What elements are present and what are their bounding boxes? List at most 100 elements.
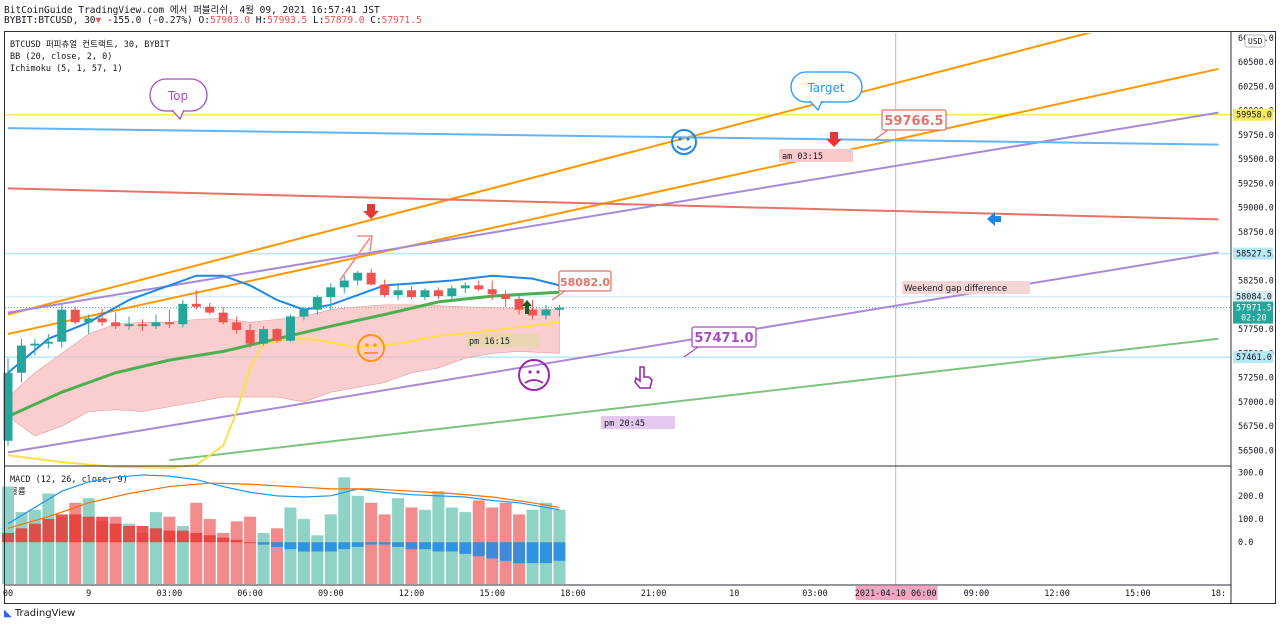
- macd-histogram-bar: [244, 542, 257, 544]
- weekend-gap-box: [902, 281, 1030, 294]
- macd-histogram-bar: [109, 523, 122, 543]
- candle-body: [138, 324, 147, 327]
- macd-histogram-bar: [123, 526, 136, 543]
- publish-header: BitCoinGuide TradingView.com 에서 퍼블리쉬, 4월…: [4, 5, 380, 16]
- macd-histogram-bar: [351, 542, 364, 547]
- macd-histogram-bar: [445, 542, 458, 552]
- candle-body: [339, 280, 349, 288]
- time-tick: 09:00: [318, 589, 344, 599]
- candle-body: [259, 329, 269, 344]
- macd-histogram-bar: [324, 542, 337, 552]
- signal-line: [7, 482, 560, 529]
- target-bubble-text: Target: [806, 81, 844, 95]
- macd-histogram-bar: [257, 542, 270, 545]
- macd-histogram-bar: [405, 542, 418, 550]
- candle-body: [178, 303, 188, 325]
- time-tick: 00: [3, 589, 13, 599]
- candle-body: [487, 289, 497, 295]
- price-tick: 60250.0: [1238, 82, 1274, 92]
- price-tick: 57750.0: [1238, 325, 1274, 335]
- candle-body: [218, 312, 228, 323]
- bb-upper-band: [7, 274, 560, 374]
- smiley-neutral-icon: [357, 334, 385, 362]
- candle-body: [299, 309, 309, 317]
- time-tick: 9: [86, 589, 91, 599]
- price-tag-58082-box: [558, 270, 612, 292]
- macd-histogram-bar: [149, 528, 162, 543]
- ohlc-header: BYBIT:BTCUSD, 30▼ -155.0 (-0.27%) O:5790…: [4, 15, 422, 26]
- candle-body: [97, 318, 107, 323]
- candle-body: [16, 345, 26, 373]
- volume-bar: [149, 512, 162, 584]
- volume-bar: [136, 532, 149, 584]
- candle-body: [232, 322, 242, 331]
- change-arrow: ▼: [95, 15, 102, 26]
- close-value: 57971.5: [381, 15, 422, 26]
- legend-line: BB (20, close, 2, 0): [10, 52, 112, 62]
- chart-frame: [4, 31, 1276, 604]
- macd-histogram-bar: [28, 523, 41, 543]
- macd-histogram-bar: [499, 542, 512, 561]
- target-bubble: [790, 71, 863, 103]
- time-tick: 18:00: [560, 589, 586, 599]
- volume-bar: [392, 498, 405, 584]
- macd-histogram-bar: [297, 542, 310, 552]
- macd-histogram-bar: [365, 542, 378, 545]
- macd-histogram-bar: [432, 542, 445, 552]
- blue-trend: [7, 127, 1219, 146]
- candle-body: [501, 294, 511, 299]
- macd-tick: 100.0: [1238, 515, 1264, 525]
- legend-line: BTCUSD 퍼피츄얼 컨트랙트, 30, BYBIT: [10, 39, 170, 50]
- price-label-box: [1233, 290, 1273, 303]
- target-bubble-tail: [809, 100, 823, 112]
- macd-histogram-bar: [459, 542, 472, 554]
- price-tick: 59750.0: [1238, 131, 1274, 141]
- smiley-happy-icon-eye: [678, 137, 682, 141]
- time-tick: 15:00: [479, 589, 505, 599]
- open-value: 57903.0: [209, 15, 251, 26]
- pointing-hand-icon: [634, 366, 653, 389]
- macd-histogram-bar: [230, 539, 243, 543]
- candle-body: [191, 303, 201, 307]
- smiley-dizzy-icon-mouth: [524, 379, 544, 384]
- down-arrow-icon: [826, 132, 842, 147]
- price-label-text: 58527.5: [1236, 250, 1272, 260]
- price-tick: 57000.0: [1238, 398, 1274, 408]
- candle-body: [326, 287, 336, 298]
- time-highlight-label: 2021-04-10 06:00: [855, 589, 937, 599]
- price-label-box: [1233, 301, 1273, 324]
- price-tag-59766-text: 59766.5: [884, 114, 943, 129]
- candle-body: [151, 322, 161, 327]
- currency-label: USD: [1248, 37, 1263, 46]
- tradingview-footer: ◣ TradingView: [4, 608, 75, 619]
- price-tag-57471-pointer: [683, 346, 699, 358]
- time-tick: 06:00: [237, 589, 263, 599]
- candle-body: [205, 306, 215, 313]
- volume-bar: [432, 491, 445, 584]
- smiley-neutral-icon-eye: [373, 343, 377, 347]
- volume-bar: [190, 502, 203, 584]
- price-tag-58082-text: 58082.0: [560, 276, 610, 289]
- price-tag-59766-box: [881, 109, 947, 131]
- time-tick: 03:00: [802, 589, 828, 599]
- candle-body: [43, 341, 53, 344]
- price-tick: 60500.0: [1238, 58, 1274, 68]
- price-label-box: [1233, 351, 1273, 364]
- candle-body: [57, 309, 67, 342]
- candle-body: [447, 288, 457, 297]
- macd-title: MACD (12, 26, close, 9): [10, 475, 128, 485]
- low-value: 57879.0: [324, 15, 365, 26]
- macd-histogram-bar: [472, 542, 485, 557]
- macd-histogram-bar: [203, 535, 216, 543]
- macd-subtitle: 볼륨: [10, 486, 26, 497]
- macd-histogram-bar: [96, 516, 109, 543]
- candle-body: [312, 297, 322, 310]
- macd-histogram-bar: [418, 542, 431, 550]
- time-highlight-box: [855, 586, 938, 600]
- candle-body: [393, 290, 403, 296]
- candle-body: [380, 284, 390, 296]
- macd-histogram-bar: [486, 542, 499, 559]
- time-tick: 10: [729, 589, 739, 599]
- candle-body: [84, 318, 94, 323]
- price-tick: 57250.0: [1238, 374, 1274, 384]
